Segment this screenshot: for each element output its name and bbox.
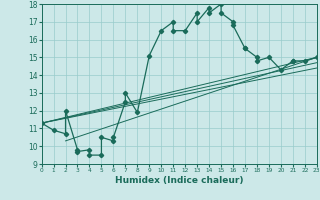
X-axis label: Humidex (Indice chaleur): Humidex (Indice chaleur): [115, 176, 244, 185]
